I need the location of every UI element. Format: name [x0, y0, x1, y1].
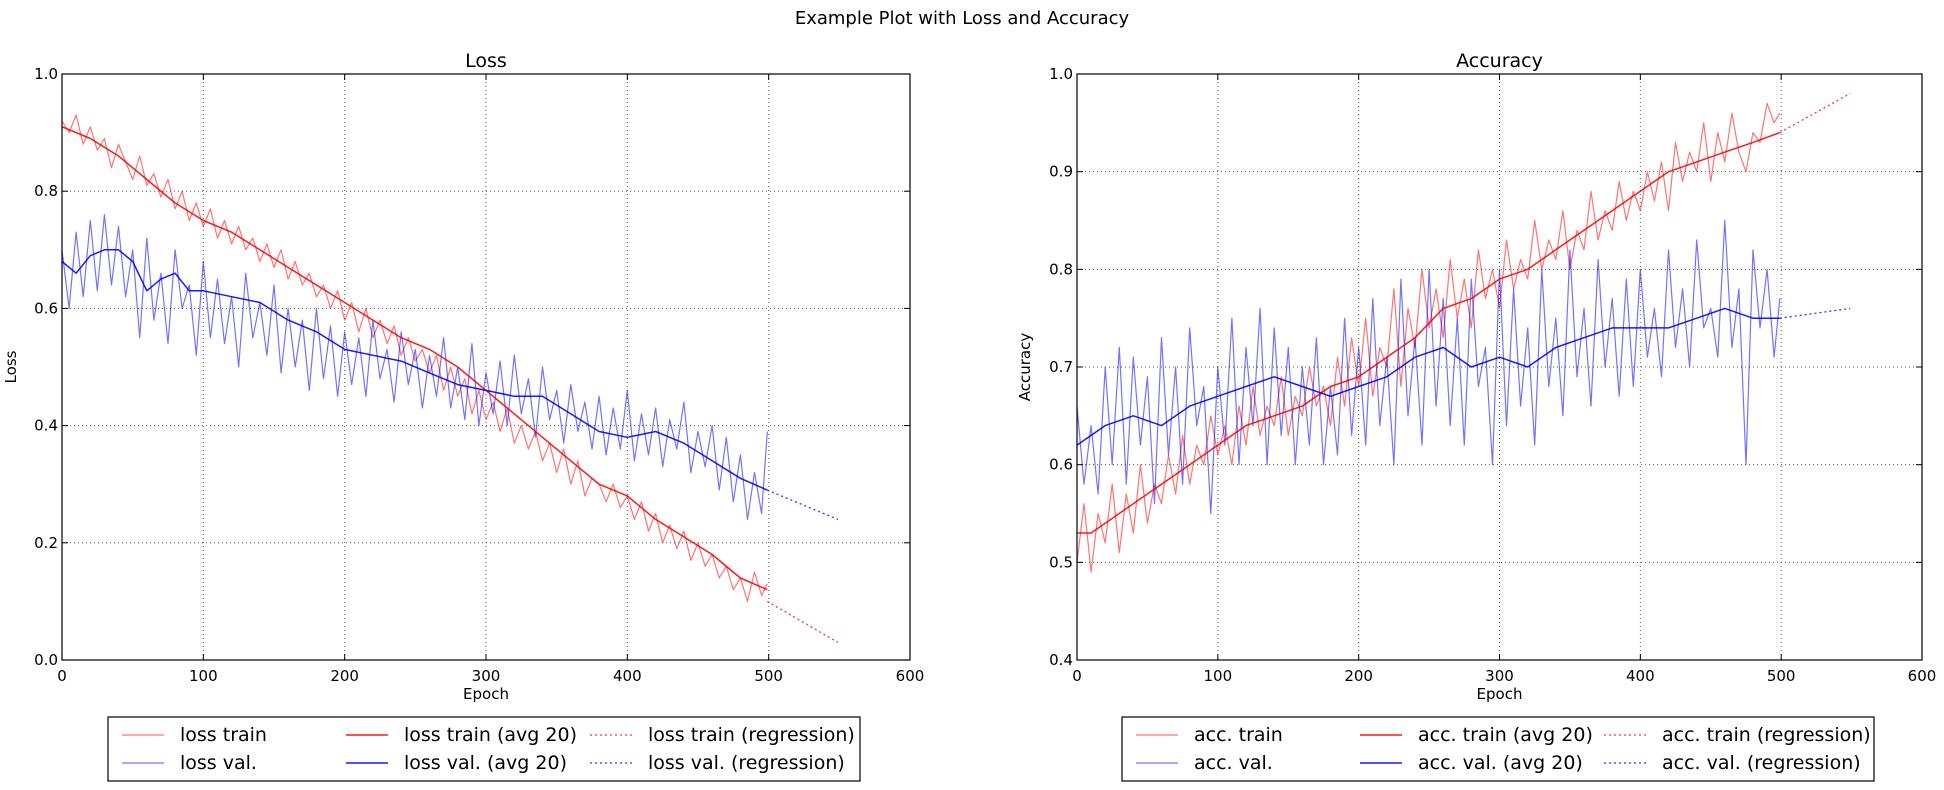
- chart-1-ytick-label-5: 0.9: [1049, 163, 1073, 181]
- chart-1-axes-frame: [1076, 73, 1923, 661]
- chart-0-ytick-label-4: 0.8: [34, 182, 58, 200]
- chart-1-series-acc-val-: [1077, 219, 1781, 515]
- chart-1-series-acc-val-avg-20-: [1077, 307, 1780, 446]
- chart-1-legend-label-acc-val-avg-20-: acc. val. (avg 20): [1418, 752, 1583, 774]
- chart-0-series-loss-train: [62, 114, 768, 603]
- chart-1-legend-box: [1121, 716, 1875, 782]
- chart-1-ytick-label-4: 0.8: [1049, 260, 1073, 278]
- chart-0-ytick-label-5: 1.0: [34, 65, 58, 83]
- chart-0-series-loss-train-avg-20-: [62, 126, 768, 591]
- chart-0-series-loss-val-regression-: [767, 489, 839, 521]
- chart-0-xtick-label-5: 500: [754, 667, 783, 685]
- chart-1-series-acc-train: [1077, 102, 1781, 573]
- chart-1-title: Accuracy: [1456, 50, 1543, 72]
- chart-0-legend: loss train loss train (avg 20) loss train …: [107, 716, 861, 782]
- chart-1-xtick-label-4: 400: [1626, 667, 1655, 685]
- chart-0-series-group: [62, 114, 839, 643]
- chart-1-legend-label-acc-train-avg-20-: acc. train (avg 20): [1418, 724, 1593, 746]
- chart-1-ytick-label-6: 1.0: [1049, 65, 1073, 83]
- chart-1-legend-label-acc-val-regression-: acc. val. (regression): [1662, 752, 1861, 774]
- chart-0-ylabel: Loss: [2, 350, 20, 383]
- chart-1-legend-label-acc-train-regression-: acc. train (regression): [1662, 724, 1871, 746]
- chart-0-ytick-label-2: 0.4: [34, 417, 58, 435]
- chart-0-ytick-label-0: 0.0: [34, 651, 58, 669]
- chart-1-legend-label-acc-val-: acc. val.: [1194, 752, 1273, 774]
- chart-1-ytick-label-3: 0.7: [1049, 358, 1073, 376]
- chart-1-series-acc-val-regression-: [1779, 307, 1851, 319]
- chart-0-xtick-label-6: 600: [896, 667, 925, 685]
- chart-0-xtick-label-2: 200: [330, 667, 359, 685]
- chart-1-xlabel: Epoch: [1477, 685, 1523, 703]
- chart-0-legend-label-loss-train-avg-20-: loss train (avg 20): [404, 724, 577, 746]
- chart-1-xtick-label-3: 300: [1485, 667, 1514, 685]
- chart-1-xtick-label-2: 200: [1344, 667, 1373, 685]
- chart-1-ylabel: Accuracy: [1016, 333, 1034, 402]
- chart-1-xtick-label-6: 600: [1908, 667, 1937, 685]
- chart-0-legend-label-loss-train: loss train: [180, 724, 267, 746]
- chart-0-xlabel: Epoch: [463, 685, 509, 703]
- chart-1-series-acc-train-regression-: [1779, 92, 1851, 134]
- chart-1-xtick-label-0: 0: [1072, 667, 1082, 685]
- chart-0-ytick-label-3: 0.6: [34, 299, 58, 317]
- chart-1-series-acc-train-avg-20-: [1077, 131, 1781, 534]
- chart-1: 0 100 200 300 400 500 600 0.4 0.5 0.6 0.7 0.8 0.9 1.0…: [1016, 50, 1937, 782]
- chart-0-series-loss-val-: [62, 214, 768, 521]
- chart-0-legend-label-loss-val-regression-: loss val. (regression): [648, 752, 845, 774]
- chart-0-xtick-label-0: 0: [57, 667, 67, 685]
- chart-1-ytick-label-1: 0.5: [1049, 553, 1073, 571]
- chart-0-legend-box: [107, 716, 861, 782]
- chart-0-legend-label-loss-val-avg-20-: loss val. (avg 20): [404, 752, 567, 774]
- chart-0-axes-frame: [61, 73, 911, 661]
- chart-1-xtick-label-1: 100: [1204, 667, 1233, 685]
- chart-1-series-group: [1077, 92, 1851, 573]
- chart-0-series-loss-train-regression-: [766, 600, 839, 643]
- chart-0-series-loss-val-avg-20-: [62, 249, 768, 491]
- chart-1-ytick-label-2: 0.6: [1049, 456, 1073, 474]
- chart-0-xtick-label-1: 100: [189, 667, 218, 685]
- chart-1-ytick-label-0: 0.4: [1049, 651, 1073, 669]
- figure-title: Example Plot with Loss and Accuracy: [795, 8, 1130, 29]
- chart-0-title: Loss: [465, 50, 507, 72]
- chart-0-legend-label-loss-train-regression-: loss train (regression): [648, 724, 855, 746]
- chart-0: 0 100 200 300 400 500 600 0.0 0.2 0.4 0.6 0.8 1.0 Los…: [2, 50, 925, 782]
- chart-0-xtick-label-4: 400: [613, 667, 642, 685]
- chart-1-xtick-label-5: 500: [1767, 667, 1796, 685]
- chart-0-ytick-label-1: 0.2: [34, 534, 58, 552]
- chart-1-legend: acc. train acc. train (avg 20) acc. train …: [1121, 716, 1875, 782]
- chart-0-xtick-label-3: 300: [472, 667, 501, 685]
- chart-0-legend-label-loss-val-: loss val.: [180, 752, 257, 774]
- chart-1-legend-label-acc-train: acc. train: [1194, 724, 1283, 746]
